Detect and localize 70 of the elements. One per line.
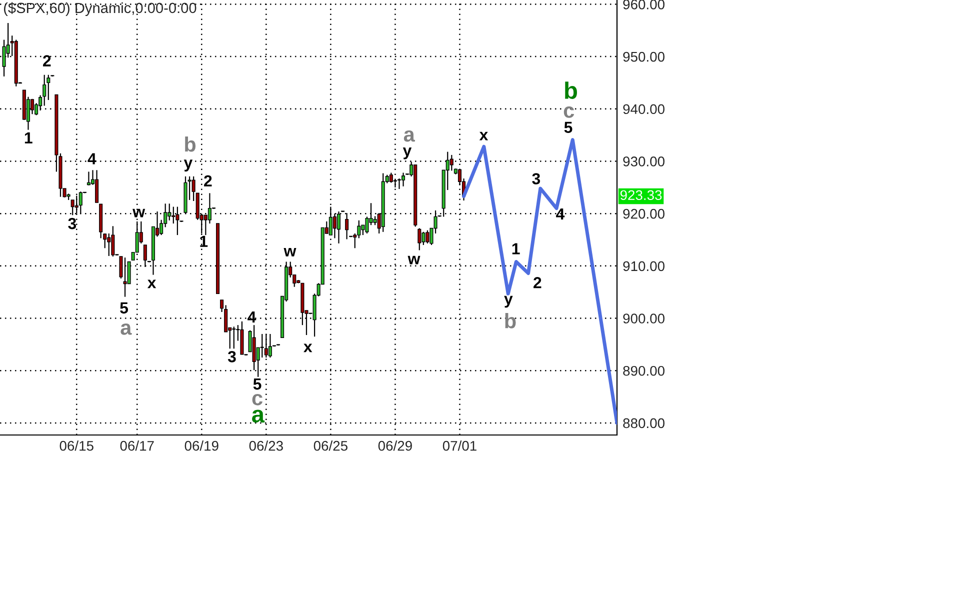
y-tick-label: 930.00 [623,156,664,166]
candlestick [397,178,401,190]
candlestick [365,216,369,234]
x-tick-label: 06/17 [120,440,154,451]
annotation: x [304,344,312,352]
candlestick [168,203,172,221]
annotation: b [505,313,516,328]
candlestick [268,333,272,358]
annotation: w [408,256,420,264]
candlestick [95,170,99,204]
annotation: 5 [120,302,128,314]
annotation: 3 [228,350,236,362]
chart-title: ($SPX,60) Dynamic,0:00-0:00 [4,2,196,16]
annotation: c [564,106,574,118]
annotation: 3 [532,173,540,184]
y-tick-label: 940.00 [623,104,664,114]
annotation: 4 [248,312,256,323]
y-tick-label: 910.00 [623,261,664,272]
y-tick-label: 890.00 [623,366,664,376]
x-tick-label: 07/01 [442,440,476,451]
x-tick-label: 06/23 [249,440,283,451]
annotation: y [402,148,412,160]
candlestick [426,230,430,244]
annotation: 2 [43,55,51,66]
y-tick-label: 880.00 [623,418,664,428]
annotation: x [479,132,488,140]
annotation: 1 [200,236,208,247]
annotation: y [184,160,193,172]
candlestick [192,176,196,202]
annotation: 5 [564,122,572,134]
candlestick [232,326,236,350]
annotation: 2 [534,277,542,288]
candlestick [86,171,90,186]
annotation: a [404,130,415,142]
annotation: a [252,410,265,423]
x-tick-label: 06/19 [184,440,218,451]
annotation: 1 [512,243,520,254]
annotation: w [132,208,146,218]
candlestick [111,226,115,258]
x-tick-label: 06/25 [314,440,348,451]
annotation: w [284,248,296,256]
annotation: c [252,394,262,406]
y-tick-label: 960.00 [623,0,664,10]
candlestick [208,192,212,224]
candlestick [418,228,422,251]
annotation: a [120,323,132,335]
annotation: 1 [24,132,32,144]
y-tick-label: 950.00 [623,52,664,62]
candlestick [42,74,46,106]
candlestick [119,256,123,280]
annotation: 2 [204,175,212,186]
text: 923.33 [620,190,662,200]
candlestick [107,232,111,257]
x-tick-label: 06/29 [378,440,412,451]
annotation: 5 [253,378,262,390]
y-tick-label: 900.00 [623,314,664,324]
annotation: 4 [88,153,96,164]
candlestick [103,232,107,249]
annotation: 3 [68,218,76,230]
annotation: y [504,296,513,308]
annotation: 4 [556,208,565,220]
candlestick [402,172,406,187]
annotation: b [565,82,577,99]
candlestick [260,333,264,358]
candlestick [422,231,426,246]
annotation: x [147,280,156,288]
x-tick-label: 06/15 [60,440,94,451]
y-tick-label: 920.00 [623,208,664,219]
annotation: b [185,136,196,152]
candlestick [224,304,228,332]
